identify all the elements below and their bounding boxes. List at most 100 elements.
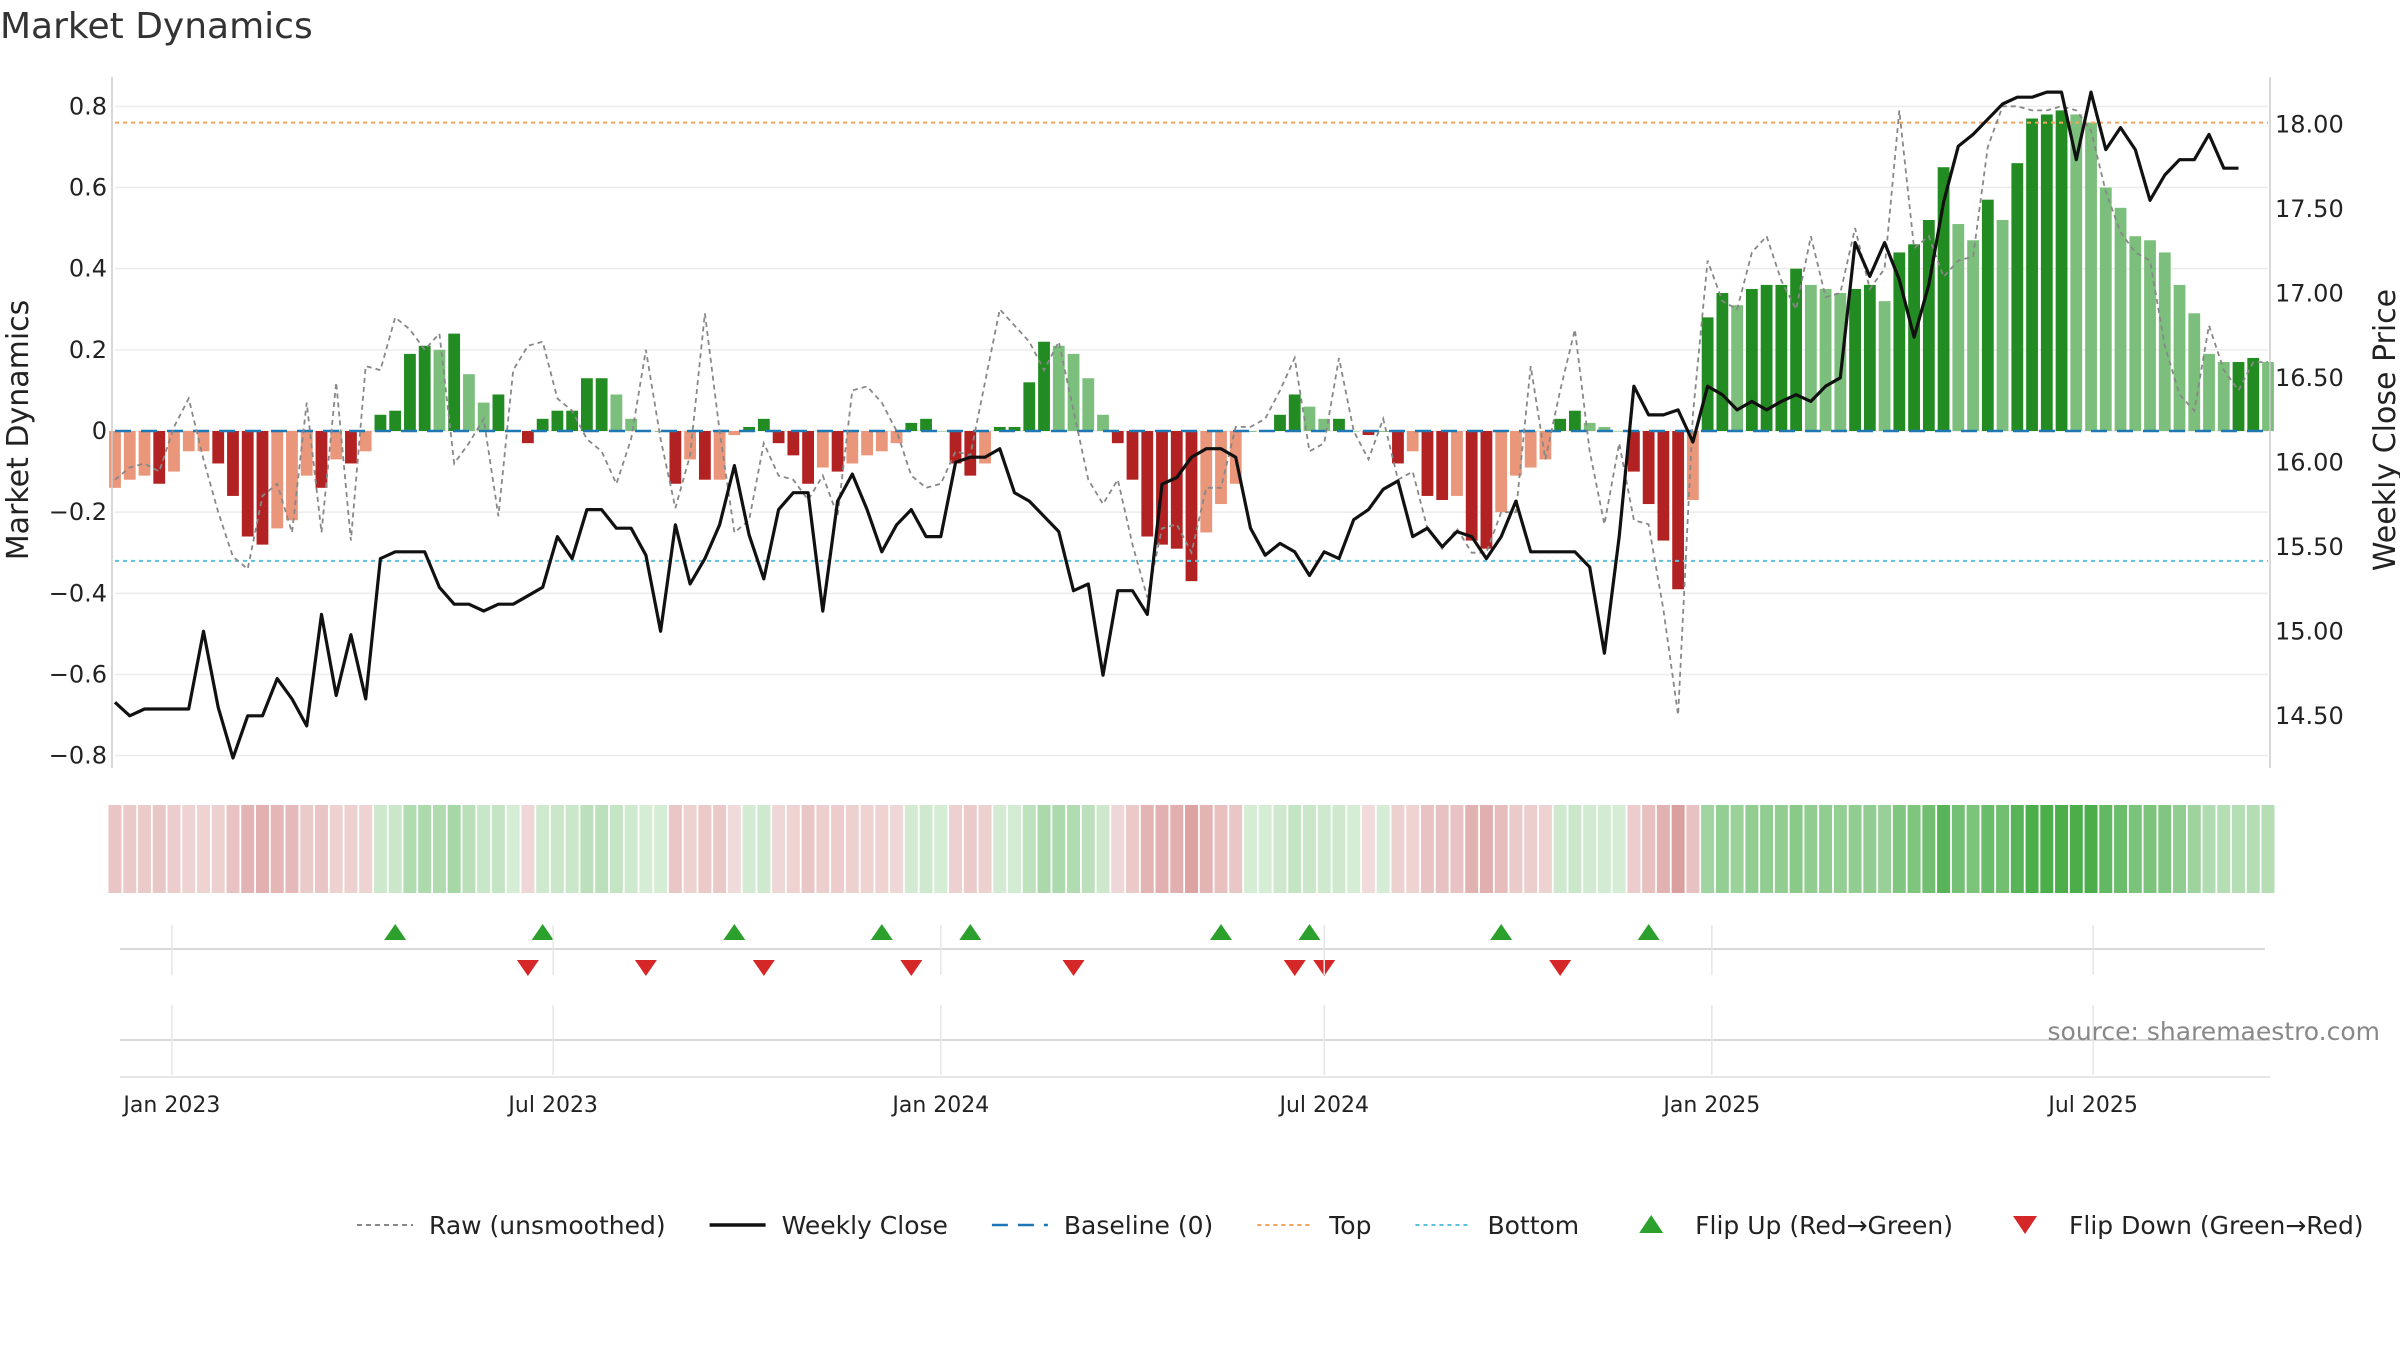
legend-item: Top [1257, 1211, 1371, 1240]
regime-cell [1937, 805, 1951, 893]
legend-swatch [2013, 1216, 2038, 1234]
regime-cell [2069, 805, 2083, 893]
dynamics-bar [1804, 284, 1817, 431]
dynamics-bar [1082, 378, 1095, 431]
dynamics-bar [920, 418, 932, 431]
dynamics-bar [551, 410, 564, 431]
regime-cell [226, 805, 240, 893]
dynamics-bar [861, 431, 873, 456]
dynamics-bar [2217, 362, 2230, 431]
dynamics-bar [1052, 345, 1065, 431]
regime-cell [2187, 805, 2201, 893]
dynamics-bar [1613, 431, 1626, 432]
regime-cell [1951, 805, 1965, 893]
dynamics-bar [580, 378, 593, 431]
regime-cell [1981, 805, 1995, 893]
regime-cell [314, 805, 328, 893]
regime-cell [978, 805, 992, 893]
dynamics-bar [2203, 353, 2215, 431]
legend-label: Weekly Close [782, 1211, 948, 1240]
flip-up-marker [723, 924, 746, 940]
dynamics-bar [846, 431, 859, 464]
dynamics-bar [1642, 431, 1655, 505]
dynamics-bar [1274, 414, 1286, 431]
regime-cell [2025, 805, 2039, 893]
dynamics-bar [1878, 301, 1891, 431]
regime-cell [1833, 805, 1847, 893]
dynamics-bar [1554, 418, 1567, 431]
raw-line [114, 105, 2268, 716]
regime-cell [1067, 805, 1081, 893]
dynamics-bar [698, 431, 711, 480]
dynamics-bar [1215, 431, 1227, 505]
dynamics-bar [1038, 341, 1050, 431]
dynamics-bar [1731, 305, 1744, 431]
regime-cell [1966, 805, 1980, 893]
dynamics-bar [2085, 122, 2097, 432]
regime-cell [1479, 805, 1493, 893]
regime-cell [1701, 805, 1715, 893]
dynamics-bar [1067, 353, 1080, 431]
regime-cell [1568, 805, 1582, 893]
regime-cell [138, 805, 151, 893]
dynamics-bar [1893, 252, 1906, 431]
regime-cell [860, 805, 874, 893]
regime-cell [2232, 805, 2245, 893]
right-tick-label: 16.50 [2275, 364, 2344, 392]
regime-cell [1229, 805, 1243, 893]
legend-label: Flip Up (Red→Green) [1695, 1211, 1953, 1240]
regime-cell [1715, 805, 1729, 893]
regime-cell [1730, 805, 1744, 893]
regime-cell [904, 805, 918, 893]
dynamics-bar [905, 422, 918, 431]
regime-cell [1642, 805, 1656, 893]
dynamics-bar [2232, 362, 2245, 431]
regime-cell [2055, 805, 2069, 893]
dynamics-bar [831, 431, 844, 472]
right-tick-label: 17.00 [2275, 279, 2344, 307]
regime-cell [668, 805, 682, 893]
legend-label: Top [1328, 1211, 1371, 1240]
regime-cell [550, 805, 564, 893]
dynamics-bar [1185, 431, 1198, 582]
regime-cell [211, 805, 225, 893]
regime-cell [993, 805, 1007, 893]
dynamics-bar [433, 349, 446, 431]
right-tick-label: 16.00 [2275, 448, 2344, 476]
dynamics-bar [1480, 431, 1493, 549]
regime-cell [1302, 805, 1316, 893]
regime-cell [300, 805, 314, 893]
dynamics-bar [2040, 114, 2053, 431]
dynamics-bar [123, 431, 136, 480]
right-tick-label: 17.50 [2275, 195, 2344, 223]
flip-up-marker [1209, 924, 1232, 940]
regime-cell [1819, 805, 1833, 893]
dynamics-bar [949, 431, 962, 464]
dynamics-bar [1303, 406, 1316, 431]
dynamics-bar [330, 431, 343, 460]
regime-cell [1494, 805, 1508, 893]
regime-cell [1376, 805, 1390, 893]
flip-up-marker [1298, 924, 1321, 940]
regime-cell [432, 805, 446, 893]
regime-cell [1553, 805, 1567, 893]
regime-cell [875, 805, 889, 893]
regime-cell [1538, 805, 1552, 893]
dynamics-bar [182, 431, 195, 452]
regime-cell [1922, 805, 1936, 893]
regime-cell [1081, 805, 1095, 893]
regime-cell [2010, 805, 2024, 893]
regime-cell [418, 805, 432, 893]
dynamics-bar [1937, 167, 1950, 431]
dynamics-bar [669, 431, 682, 484]
dynamics-bar [610, 394, 623, 431]
flip-down-marker [634, 960, 657, 976]
regime-cell [772, 805, 786, 893]
dynamics-bar [934, 431, 947, 432]
left-axis-title: Market Dynamics [1, 300, 36, 561]
dynamics-bar [153, 431, 166, 484]
dynamics-bar [1657, 431, 1670, 541]
dynamics-bar [1200, 431, 1213, 533]
dynamics-bar [1819, 288, 1832, 431]
dynamics-bar [654, 431, 667, 432]
